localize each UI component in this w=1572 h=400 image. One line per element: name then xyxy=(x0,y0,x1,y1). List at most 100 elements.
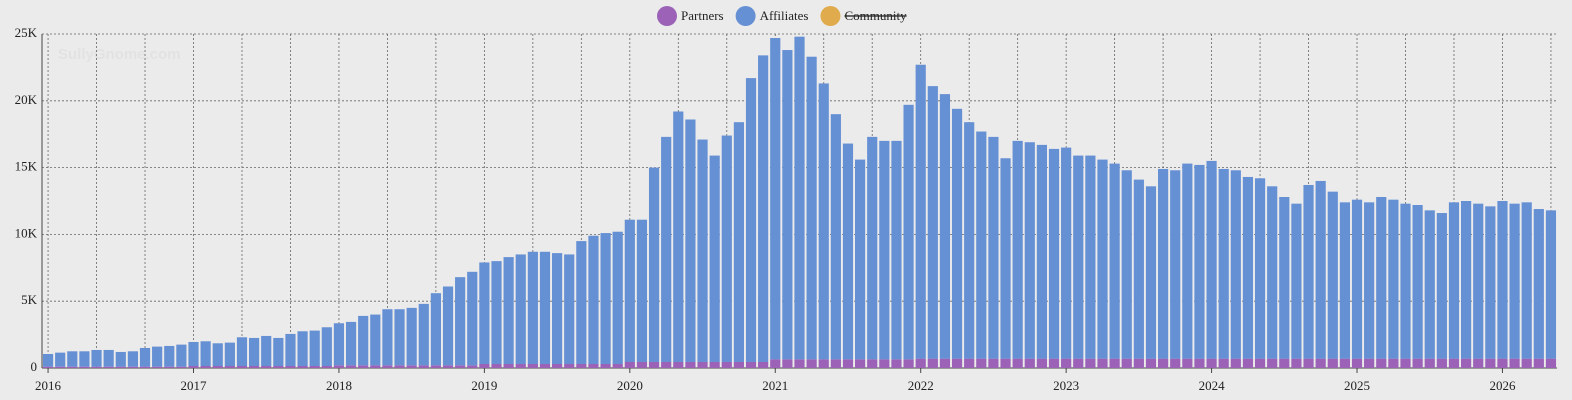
bar-segment xyxy=(1315,180,1326,359)
bar-segment xyxy=(1218,168,1229,359)
bar-segment xyxy=(285,365,296,368)
bar-segment xyxy=(491,363,502,368)
bar-segment xyxy=(1448,358,1460,368)
bar-segment xyxy=(588,363,599,368)
bar-segment xyxy=(261,335,272,366)
bar-segment xyxy=(1145,358,1157,368)
bar-segment xyxy=(152,366,163,368)
x-tick-label: 2021 xyxy=(762,378,788,393)
bar-segment xyxy=(297,365,308,368)
bar-segment xyxy=(1097,159,1108,359)
x-tick-label: 2022 xyxy=(908,378,934,393)
bar-segment xyxy=(842,359,854,368)
bar-segment xyxy=(1485,358,1496,368)
bar-segment xyxy=(1351,358,1363,368)
bar-segment xyxy=(515,363,526,368)
bar-segment xyxy=(903,359,914,368)
bar-segment xyxy=(552,363,563,368)
bar-segment xyxy=(503,363,514,368)
bar-segment xyxy=(988,136,999,359)
bar-segment xyxy=(127,366,138,368)
bar-segment xyxy=(721,361,732,368)
bar-segment xyxy=(1376,358,1387,368)
bar-segment xyxy=(733,122,744,362)
bar-segment xyxy=(1364,202,1375,359)
bar-segment xyxy=(1461,201,1472,359)
bar-segment xyxy=(745,361,757,368)
bar-segment xyxy=(1327,358,1338,368)
bar-segment xyxy=(1364,358,1375,368)
bar-segment xyxy=(479,262,490,364)
bar-segment xyxy=(1473,358,1484,368)
y-tick-label: 20K xyxy=(15,92,38,107)
bar-segment xyxy=(636,361,648,368)
bar-segment xyxy=(1412,358,1423,368)
bar-segment xyxy=(127,351,138,367)
bar-segment xyxy=(867,359,878,368)
bar-segment xyxy=(273,365,284,368)
legend-swatch xyxy=(735,6,756,26)
bar-segment xyxy=(1509,358,1520,368)
bar-segment xyxy=(1024,358,1035,368)
bar-segment xyxy=(442,286,454,366)
bar-segment xyxy=(1242,176,1254,359)
bar-segment xyxy=(758,361,769,368)
legend-item[interactable]: Community xyxy=(820,6,907,26)
bar-segment xyxy=(951,108,963,359)
bar-segment xyxy=(1048,148,1060,359)
bar-segment xyxy=(1448,202,1460,359)
bar-segment xyxy=(1485,206,1496,359)
bar-segment xyxy=(382,365,393,368)
y-tick-label: 10K xyxy=(15,225,38,240)
bar-segment xyxy=(1097,358,1108,368)
bar-segment xyxy=(939,358,951,368)
bar-segment xyxy=(188,341,199,366)
bar-segment xyxy=(1339,358,1350,368)
bar-segment xyxy=(564,363,575,368)
bar-segment xyxy=(467,271,478,366)
bar-segment xyxy=(624,219,635,362)
bar-segment xyxy=(915,64,926,359)
bar-segment xyxy=(745,78,757,362)
bar-segment xyxy=(1436,213,1447,359)
y-tick-label: 0 xyxy=(31,359,38,374)
bar-segment xyxy=(1303,184,1314,359)
bar-segment xyxy=(1436,358,1447,368)
bar-segment xyxy=(200,365,211,368)
bar-segment xyxy=(394,365,405,368)
legend: Partners Affiliates Community xyxy=(657,6,907,26)
bar-segment xyxy=(1473,203,1484,359)
bar-segment xyxy=(358,315,369,366)
bar-segment xyxy=(285,333,296,366)
bar-segment xyxy=(1303,358,1314,368)
y-tick-label: 15K xyxy=(15,159,38,174)
bar-segment xyxy=(273,337,284,366)
bar-segment xyxy=(600,363,611,368)
bar-segment xyxy=(527,251,538,364)
bar-segment xyxy=(709,361,720,368)
legend-item[interactable]: Partners xyxy=(657,6,724,26)
bar-segment xyxy=(455,365,466,368)
bar-segment xyxy=(345,365,357,368)
bar-segment xyxy=(1036,144,1047,359)
bar-segment xyxy=(697,361,708,368)
bar-segment xyxy=(891,359,902,368)
bar-segment xyxy=(321,327,332,366)
x-tick-label: 2025 xyxy=(1344,378,1370,393)
bar-segment xyxy=(830,359,841,368)
bar-segment xyxy=(79,351,90,367)
bar-segment xyxy=(673,111,684,362)
bar-segment xyxy=(309,330,320,366)
bar-segment xyxy=(1388,199,1399,359)
bar-segment xyxy=(648,167,660,362)
bar-segment xyxy=(1509,203,1520,359)
bar-segment xyxy=(333,323,345,366)
bar-segment xyxy=(588,235,599,364)
bar-segment xyxy=(103,349,114,367)
legend-item[interactable]: Affiliates xyxy=(735,6,809,26)
bar-segment xyxy=(988,358,999,368)
bar-segment xyxy=(976,131,987,359)
bar-segment xyxy=(673,361,684,368)
bar-segment xyxy=(879,140,890,360)
